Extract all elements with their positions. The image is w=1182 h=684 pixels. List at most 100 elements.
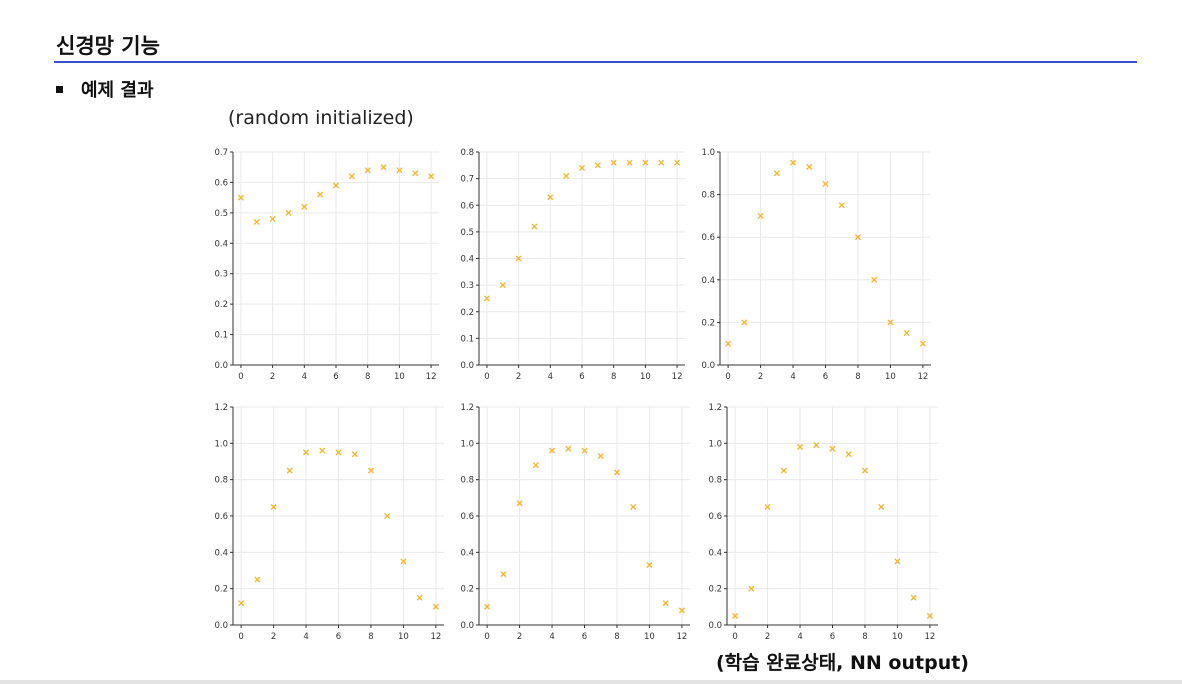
x-tick-label: 0 bbox=[238, 632, 243, 642]
y-tick-label: 0.8 bbox=[214, 476, 228, 486]
x-tick-label: 12 bbox=[917, 372, 928, 382]
data-point bbox=[483, 295, 490, 302]
x-tick-label: 2 bbox=[271, 632, 276, 642]
y-tick-label: 0.0 bbox=[214, 621, 228, 631]
data-point bbox=[515, 255, 522, 262]
y-tick-label: 0.6 bbox=[460, 201, 474, 211]
scatter-plot-1: 0 2 4 6 8 10 12 0.0 0.1 0.2 0.3 0.4 0.5 0.6 0.7 bbox=[205, 145, 445, 385]
x-tick-label: 2 bbox=[516, 372, 521, 382]
data-point bbox=[396, 167, 403, 174]
y-tick-label: 0.6 bbox=[214, 512, 228, 522]
data-point bbox=[412, 170, 419, 177]
y-tick-label: 0.7 bbox=[460, 175, 474, 185]
data-point bbox=[532, 462, 539, 469]
x-tick-label: 12 bbox=[672, 372, 683, 382]
plot-svg-6: 0 2 4 6 8 10 12 0.0 0.2 0.4 0.6 0.8 1.0 1.2 bbox=[708, 403, 938, 642]
y-tick-label: 0.1 bbox=[460, 334, 474, 344]
y-tick-label: 0.5 bbox=[460, 228, 474, 238]
data-point bbox=[806, 163, 813, 170]
caption-nn-output: (학습 완료상태, NN output) bbox=[716, 652, 969, 674]
x-tick-label: 8 bbox=[368, 632, 373, 642]
data-point bbox=[432, 603, 439, 610]
y-tick-label: 0.7 bbox=[214, 148, 228, 158]
data-point bbox=[302, 449, 310, 456]
y-tick-label: 0.8 bbox=[701, 191, 715, 201]
y-tick-label: 0.8 bbox=[708, 476, 722, 486]
y-tick-label: 0.4 bbox=[460, 548, 474, 558]
data-point bbox=[626, 159, 633, 166]
x-tick-label: 0 bbox=[238, 372, 243, 382]
x-tick-label: 6 bbox=[333, 372, 338, 382]
data-point bbox=[813, 442, 820, 449]
data-point bbox=[565, 445, 572, 452]
x-tick-label: 8 bbox=[855, 372, 860, 382]
scatter-plot-6: 0 2 4 6 8 10 12 0.0 0.2 0.4 0.6 0.8 1.0 1.2 bbox=[699, 400, 944, 645]
y-tick-label: 1.0 bbox=[214, 439, 228, 449]
data-point bbox=[499, 282, 506, 289]
data-point bbox=[286, 467, 293, 474]
x-tick-label: 8 bbox=[365, 372, 370, 382]
x-tick-label: 10 bbox=[398, 632, 409, 642]
x-tick-label: 6 bbox=[579, 372, 584, 382]
data-point bbox=[773, 170, 780, 177]
data-point bbox=[380, 164, 387, 171]
y-tick-label: 0.2 bbox=[460, 585, 474, 595]
slide-title: 신경망 기능 bbox=[56, 34, 160, 58]
y-tick-label: 0.0 bbox=[701, 361, 715, 371]
data-point bbox=[861, 467, 869, 474]
x-tick-label: 8 bbox=[614, 632, 619, 642]
data-point bbox=[270, 503, 277, 510]
data-point bbox=[581, 447, 588, 454]
data-point bbox=[269, 215, 276, 223]
y-tick-label: 1.0 bbox=[460, 439, 474, 449]
x-tick-label: 6 bbox=[823, 372, 828, 382]
y-tick-label: 0.3 bbox=[214, 270, 228, 280]
data-point bbox=[516, 500, 523, 507]
x-tick-label: 10 bbox=[885, 372, 896, 382]
data-point bbox=[428, 173, 435, 180]
y-tick-label: 1.2 bbox=[460, 403, 474, 413]
y-tick-label: 0.6 bbox=[701, 233, 715, 243]
y-tick-label: 0.2 bbox=[708, 585, 722, 595]
x-tick-label: 10 bbox=[394, 372, 405, 382]
data-point bbox=[547, 194, 554, 201]
data-point bbox=[732, 612, 739, 619]
x-tick-label: 2 bbox=[270, 372, 275, 382]
x-tick-label: 0 bbox=[725, 372, 730, 382]
data-point bbox=[238, 600, 245, 607]
x-tick-label: 6 bbox=[830, 632, 835, 642]
data-point bbox=[757, 212, 764, 219]
data-point bbox=[348, 173, 355, 180]
x-tick-label: 6 bbox=[336, 632, 341, 642]
y-tick-label: 0.6 bbox=[460, 512, 474, 522]
x-tick-label: 0 bbox=[732, 632, 737, 642]
data-point bbox=[548, 447, 556, 454]
y-tick-label: 0.0 bbox=[708, 621, 722, 631]
data-point bbox=[285, 209, 292, 216]
y-tick-label: 0.2 bbox=[214, 585, 228, 595]
data-point bbox=[764, 503, 771, 510]
data-point bbox=[789, 159, 797, 166]
x-tick-label: 4 bbox=[790, 372, 795, 382]
data-point bbox=[500, 571, 507, 578]
plot-svg-4: 0 2 4 6 8 10 12 0.0 0.2 0.4 0.6 0.8 1.0 1.2 bbox=[214, 403, 444, 642]
data-point bbox=[384, 512, 391, 520]
x-tick-label: 10 bbox=[644, 632, 655, 642]
x-tick-label: 4 bbox=[797, 632, 802, 642]
data-point bbox=[301, 203, 308, 210]
scatter-plot-5: 0 2 4 6 8 10 12 0.0 0.2 0.4 0.6 0.8 1.0 1.2 bbox=[451, 400, 696, 645]
x-tick-label: 6 bbox=[582, 632, 587, 642]
data-point bbox=[658, 159, 665, 166]
x-tick-label: 4 bbox=[302, 372, 307, 382]
data-point bbox=[845, 451, 852, 458]
x-tick-label: 4 bbox=[303, 632, 308, 642]
bullet-text: 예제 결과 bbox=[81, 80, 154, 101]
x-tick-label: 0 bbox=[484, 372, 489, 382]
data-point bbox=[871, 276, 878, 283]
data-point bbox=[364, 167, 371, 174]
x-tick-label: 12 bbox=[676, 632, 687, 642]
data-point bbox=[887, 319, 894, 326]
y-tick-label: 0.6 bbox=[214, 178, 228, 188]
data-point bbox=[317, 191, 324, 198]
data-point bbox=[253, 218, 260, 226]
